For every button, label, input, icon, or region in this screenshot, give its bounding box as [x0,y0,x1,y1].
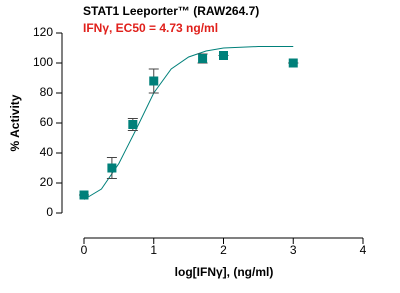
y-tick-label: 80 [40,85,54,99]
chart-subtitle: IFNγ, EC50 = 4.73 ng/ml [83,21,218,35]
point [79,190,89,200]
x-tick-label: 4 [360,243,367,257]
point [128,120,138,129]
chart-title: STAT1 Leeporter™ (RAW264.7) [83,4,259,18]
x-tick-label: 2 [220,243,227,257]
x-axis-label: log[IFNγ], (ng/ml) [175,265,274,279]
y-tick-label: 120 [33,25,53,39]
y-tick-label: 20 [40,175,54,189]
x-tick-label: 1 [150,243,157,257]
y-tick-label: 0 [46,205,53,219]
fit-curve [83,46,294,200]
x-tick-label: 0 [81,243,88,257]
y-tick-label: 100 [33,55,53,69]
point [149,76,159,86]
y-tick-label: 60 [40,115,54,129]
point [219,51,228,60]
point [107,163,117,173]
x-tick-label: 3 [290,243,297,257]
point [288,58,298,68]
point [198,54,208,63]
y-tick-label: 40 [40,145,54,159]
y-axis-label: % Activity [8,94,22,151]
